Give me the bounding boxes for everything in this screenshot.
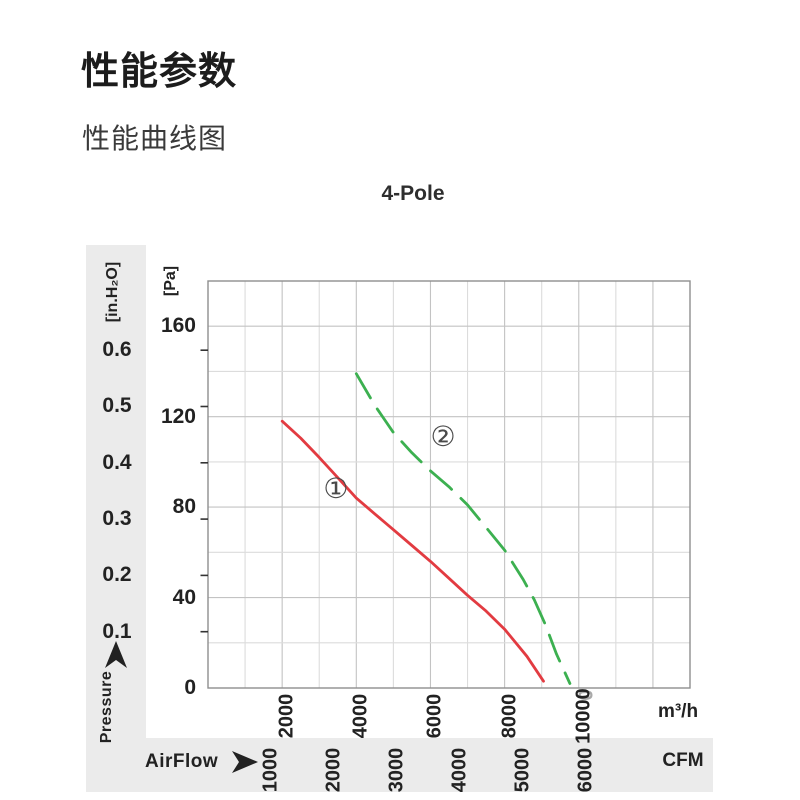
curve-2-badge: ② <box>430 420 456 454</box>
x-axis-label-airflow: AirFlow <box>145 751 219 772</box>
m3h-tick-label: 4000 <box>349 693 372 739</box>
inh2o-tick-label: 0.5 <box>102 394 132 418</box>
grid <box>207 280 691 689</box>
inh2o-tick-label: 0.1 <box>102 619 132 643</box>
cfm-tick-label: 2000 <box>322 747 345 793</box>
page-title: 性能参数 <box>81 51 238 93</box>
pa-tick-label: 120 <box>160 404 196 428</box>
m3h-tick-label: 6000 <box>423 693 446 739</box>
m3h-tick-label: 10000 <box>572 688 595 744</box>
x-axis-unit-cfm: CFM <box>662 750 704 771</box>
pressure-scale-strip <box>86 245 146 792</box>
pa-tick-label: 40 <box>172 585 196 609</box>
y-axis-unit-inh2o: [in.H₂O] <box>104 261 121 323</box>
m3h-tick-label: 2000 <box>275 693 298 739</box>
cfm-tick-label: 6000 <box>574 747 597 793</box>
chart-title: 4-Pole <box>381 182 445 205</box>
axis-tickmarks <box>200 349 208 633</box>
inh2o-tick-label: 0.2 <box>102 563 132 587</box>
inh2o-tick-label: 0.6 <box>102 338 132 362</box>
pa-tick-label: 160 <box>160 314 196 338</box>
cfm-tick-label: 5000 <box>511 747 534 793</box>
inh2o-tick-label: 0.3 <box>102 507 132 531</box>
x-axis-unit-m3h: m³/h <box>657 701 699 722</box>
cfm-tick-label: 4000 <box>448 747 471 793</box>
pa-tick-label: 80 <box>172 495 196 519</box>
y-axis-label-pressure: Pressure <box>98 670 115 744</box>
curve-2 <box>354 372 572 685</box>
inh2o-tick-label: 0.4 <box>102 450 132 474</box>
cfm-tick-label: 1000 <box>259 747 282 793</box>
pa-tick-label: 0 <box>184 676 196 699</box>
page-subtitle: 性能曲线图 <box>82 123 228 154</box>
curve-1-badge: ① <box>323 472 349 506</box>
cfm-tick-label: 3000 <box>385 747 408 793</box>
curves <box>280 372 572 685</box>
plot-frame <box>207 280 691 689</box>
airflow-scale-strip <box>86 738 713 792</box>
curve-1 <box>280 419 545 683</box>
m3h-tick-label: 8000 <box>498 693 521 739</box>
y-axis-unit-pa: [Pa] <box>162 265 179 297</box>
